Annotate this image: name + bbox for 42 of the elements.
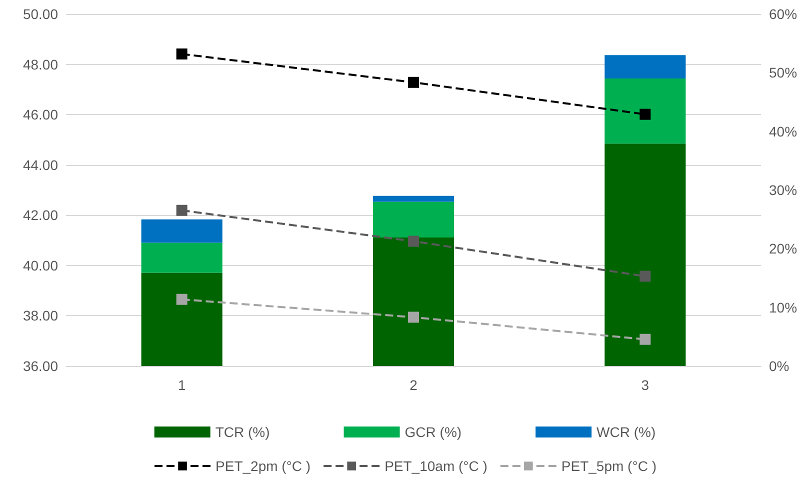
legend-label: PET_10am (°C )	[384, 458, 488, 474]
bar	[141, 219, 222, 243]
point	[176, 48, 188, 60]
x-tick-label: 2	[410, 377, 418, 393]
x-tick-label: 1	[178, 377, 186, 393]
bar	[604, 55, 686, 79]
y2-tick-label: 20%	[769, 240, 798, 257]
y2-tick-label: 0%	[769, 358, 790, 374]
legend-label: TCR (%)	[215, 424, 270, 440]
y-tick-label: 46.00	[22, 106, 58, 123]
y-tick-label: 50.00	[22, 6, 58, 22]
point	[176, 204, 188, 216]
point	[640, 334, 651, 345]
y-tick-label: 44.00	[22, 156, 58, 173]
point	[408, 76, 419, 88]
point	[640, 270, 651, 282]
y2-tick-label: 60%	[769, 6, 798, 22]
y2-tick-label: 10%	[769, 299, 798, 316]
y-tick-label: 38.00	[22, 308, 58, 324]
point	[640, 108, 651, 120]
y-tick-label: 48.00	[22, 56, 58, 72]
legend-label: PET_2pm (°C )	[216, 458, 311, 474]
point	[408, 236, 419, 247]
bar	[604, 144, 686, 366]
bar	[372, 202, 454, 238]
y2-tick-label: 40%	[769, 123, 798, 140]
legend-label: WCR (%)	[596, 424, 656, 440]
bar	[141, 272, 222, 366]
y2-tick-label: 50%	[769, 64, 798, 81]
y-tick-label: 36.00	[22, 358, 58, 374]
legend-label: PET_5pm (°C )	[561, 458, 656, 474]
bar	[372, 238, 454, 366]
y-tick-label: 40.00	[22, 257, 58, 274]
point	[176, 294, 188, 305]
bar	[372, 196, 454, 202]
x-tick-label: 3	[641, 377, 650, 393]
point	[408, 312, 419, 323]
bar	[604, 78, 686, 144]
y2-tick-label: 30%	[769, 182, 798, 198]
y-tick-label: 42.00	[22, 207, 58, 224]
bar	[141, 242, 222, 273]
legend-label: GCR (%)	[404, 424, 462, 440]
